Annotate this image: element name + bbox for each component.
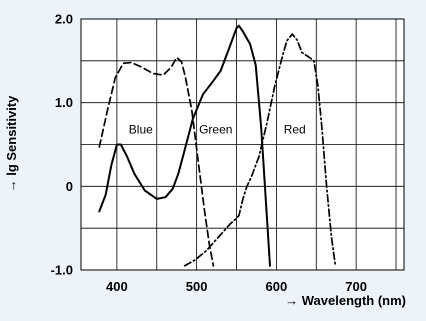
x-tick-label: 400: [106, 279, 128, 294]
y-tick-label: 0: [66, 179, 73, 194]
y-tick-label: 2.0: [55, 12, 73, 27]
series-line-red: [183, 33, 337, 267]
series-label-red: Red: [284, 122, 306, 136]
series-labels: Blue Green Red: [129, 122, 306, 136]
y-axis-title: → lg Sensitivity: [4, 95, 19, 193]
series-label-green: Green: [199, 122, 232, 136]
x-tick-label: 600: [266, 279, 288, 294]
y-tick-label: -1.0: [51, 263, 73, 278]
x-tick-label: 700: [345, 279, 367, 294]
x-tick-label: 500: [186, 279, 208, 294]
series-line-blue: [98, 56, 215, 267]
y-tick-label: 1.0: [55, 95, 73, 110]
tick-labels: 400 500 600 700 -1.0 0 1.0 2.0: [51, 12, 367, 295]
series-label-blue: Blue: [129, 122, 153, 136]
x-axis-title: → Wavelength (nm): [285, 293, 406, 308]
series-layer: [98, 24, 337, 267]
series-line-green: [98, 24, 271, 267]
grid: [81, 19, 404, 270]
